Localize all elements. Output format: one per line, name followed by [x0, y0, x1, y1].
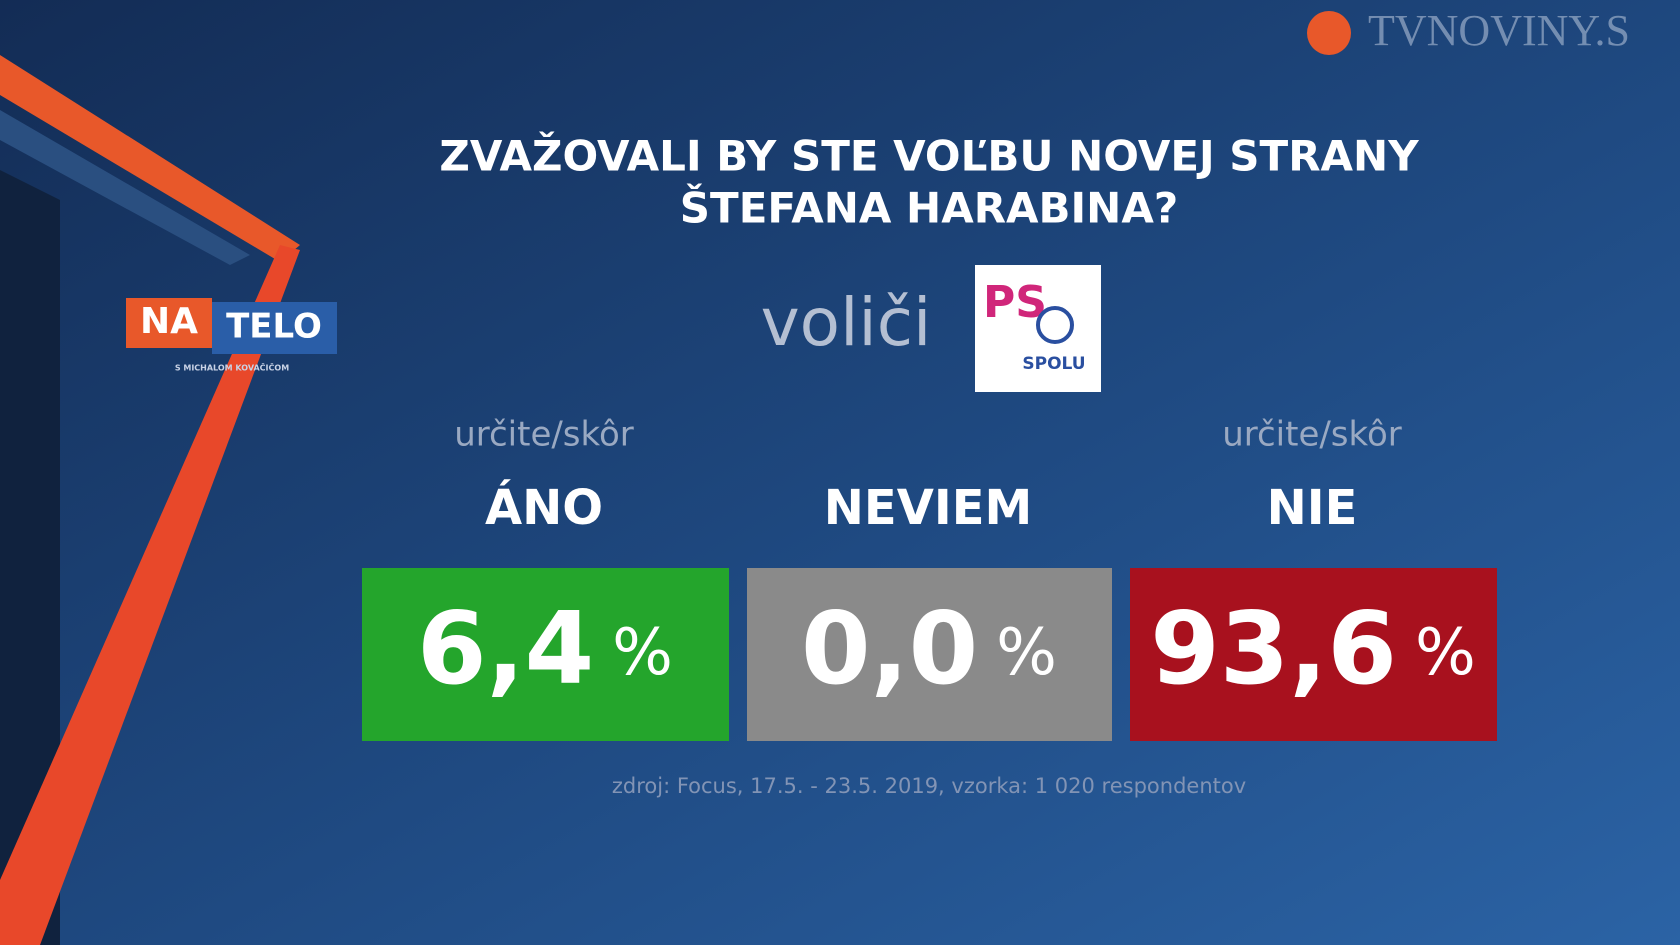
- show-logo-na: [126, 298, 212, 348]
- show-logo-text: NA: [140, 301, 198, 342]
- show-logo-telo: [212, 302, 337, 354]
- answer-box: [362, 568, 729, 741]
- answer-value: 93,6%: [1150, 590, 1476, 707]
- decor-stripe: [0, 245, 300, 945]
- answer-label: ÁNO: [485, 479, 603, 536]
- decor-panel: [0, 110, 250, 265]
- value: 0,0: [801, 590, 978, 707]
- qualifier: určite/skôr: [454, 415, 634, 455]
- channel-logo: TVNOVINY.S: [1368, 6, 1630, 55]
- show-logo-subtitle: S MICHALOM KOVAČIČOM: [175, 362, 289, 373]
- decor-dark: [0, 170, 60, 945]
- answer-box: [747, 568, 1112, 741]
- title: ŠTEFANA HARABINA?: [680, 183, 1178, 233]
- unit: %: [612, 616, 673, 690]
- voters-label: voliči: [761, 284, 932, 361]
- party-logo-name: SPOLU: [1022, 354, 1085, 374]
- unit: %: [996, 616, 1057, 690]
- source: zdroj: Focus, 17.5. - 23.5. 2019, vzorka…: [612, 774, 1246, 798]
- title: ZVAŽOVALI BY STE VOĽBU NOVEJ STRANY: [439, 131, 1419, 181]
- unit: %: [1415, 616, 1476, 690]
- show-logo-text: TELO: [226, 307, 322, 347]
- decor-stripe: [0, 55, 300, 262]
- party-logo-mark: PS: [983, 277, 1047, 328]
- value: 6,4: [417, 590, 594, 707]
- party-logo-ring: [1036, 306, 1074, 344]
- qualifier: určite/skôr: [1222, 415, 1402, 455]
- answer-value: 0,0%: [801, 590, 1057, 707]
- answer-box: [1130, 568, 1497, 741]
- channel-logo-icon: [1307, 11, 1351, 55]
- answer-value: 6,4%: [417, 590, 673, 707]
- answer-label: NIE: [1267, 480, 1358, 536]
- value: 93,6: [1150, 590, 1397, 707]
- answer-label: NEVIEM: [824, 480, 1033, 536]
